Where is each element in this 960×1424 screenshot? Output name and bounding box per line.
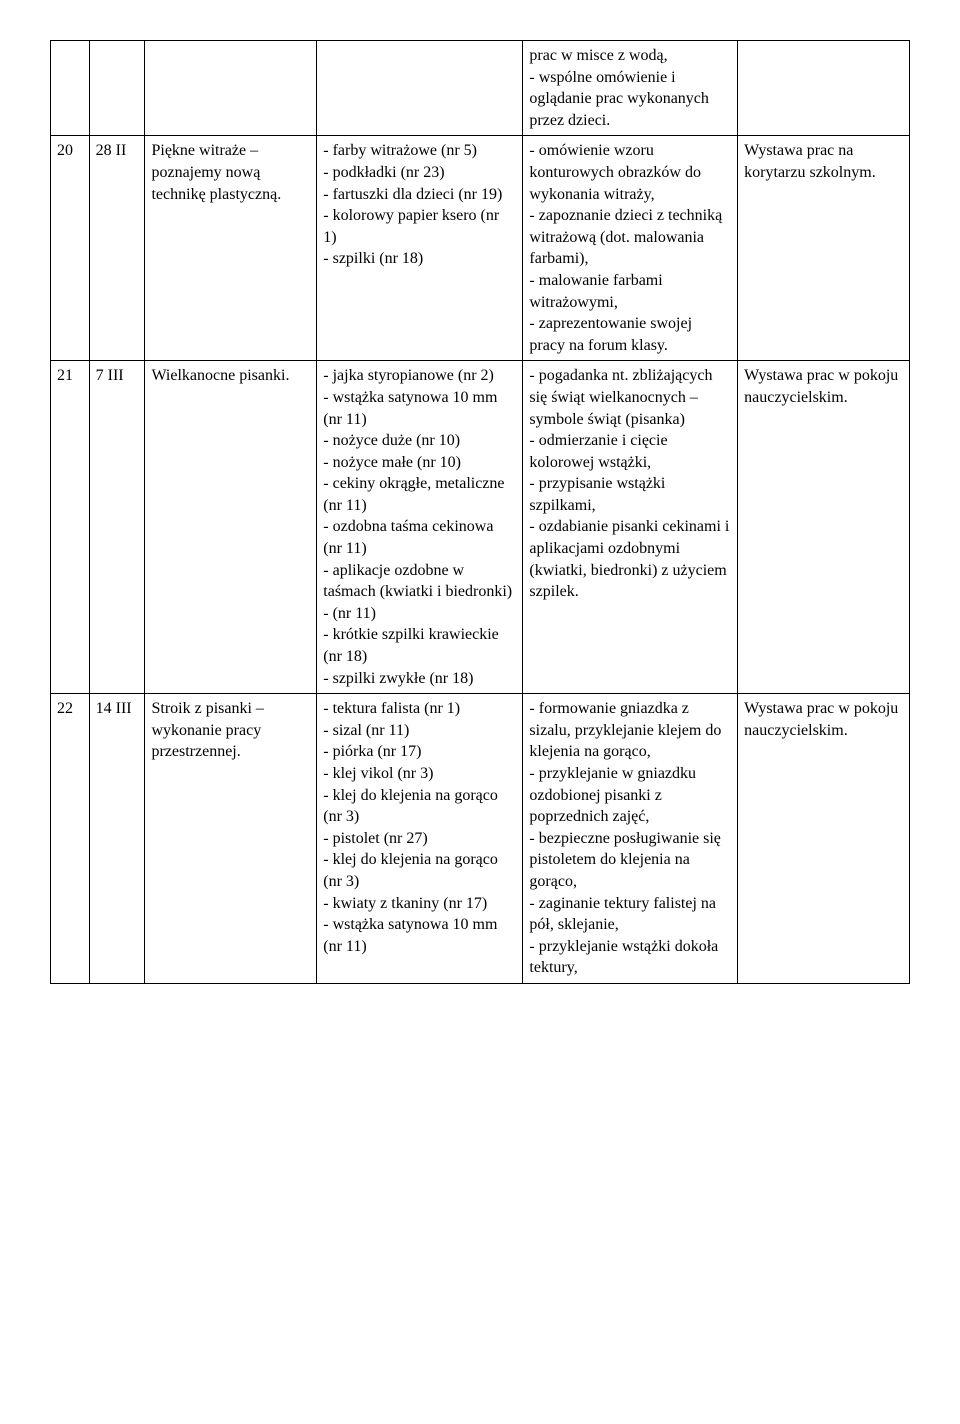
cell-topic: Stroik z pisanki – wykonanie pracy przes… [145, 694, 317, 984]
cell-materials: - farby witrażowe (nr 5) - podkładki (nr… [317, 136, 523, 361]
cell-materials: - jajka styropianowe (nr 2) - wstążka sa… [317, 361, 523, 694]
cell-outcome: Wystawa prac na korytarzu szkolnym. [738, 136, 910, 361]
cell-activities: - omówienie wzoru konturowych obrazków d… [523, 136, 738, 361]
table-body: prac w misce z wodą, - wspólne omówienie… [51, 41, 910, 984]
cell-topic: Piękne witraże – poznajemy nową technikę… [145, 136, 317, 361]
table-row: 22 14 III Stroik z pisanki – wykonanie p… [51, 694, 910, 984]
table-row: 21 7 III Wielkanocne pisanki. - jajka st… [51, 361, 910, 694]
cell-num [51, 41, 90, 136]
cell-date: 14 III [89, 694, 145, 984]
cell-date: 28 II [89, 136, 145, 361]
cell-num: 20 [51, 136, 90, 361]
cell-materials: - tektura falista (nr 1) - sizal (nr 11)… [317, 694, 523, 984]
cell-activities: prac w misce z wodą, - wspólne omówienie… [523, 41, 738, 136]
cell-outcome: Wystawa prac w pokoju nauczycielskim. [738, 361, 910, 694]
cell-activities: - formowanie gniazdka z sizalu, przyklej… [523, 694, 738, 984]
cell-materials [317, 41, 523, 136]
cell-date [89, 41, 145, 136]
cell-num: 21 [51, 361, 90, 694]
table-row: prac w misce z wodą, - wspólne omówienie… [51, 41, 910, 136]
cell-outcome [738, 41, 910, 136]
cell-outcome: Wystawa prac w pokoju nauczycielskim. [738, 694, 910, 984]
lesson-plan-table: prac w misce z wodą, - wspólne omówienie… [50, 40, 910, 984]
cell-topic: Wielkanocne pisanki. [145, 361, 317, 694]
cell-num: 22 [51, 694, 90, 984]
cell-activities: - pogadanka nt. zbliżających się świąt w… [523, 361, 738, 694]
table-row: 20 28 II Piękne witraże – poznajemy nową… [51, 136, 910, 361]
cell-date: 7 III [89, 361, 145, 694]
cell-topic [145, 41, 317, 136]
